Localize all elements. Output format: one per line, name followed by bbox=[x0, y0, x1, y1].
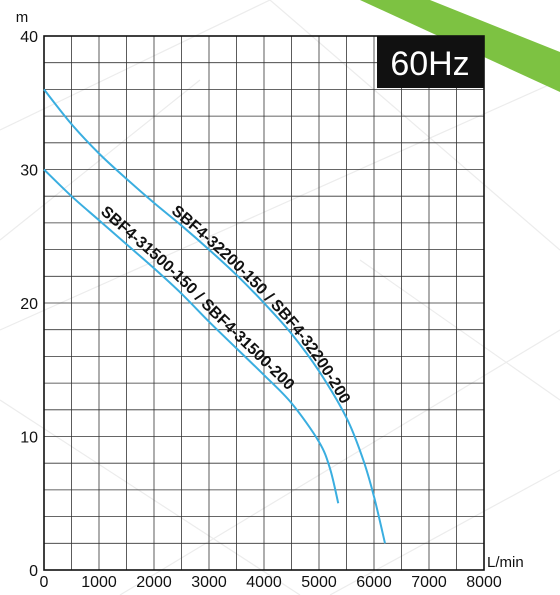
y-tick-label: 30 bbox=[20, 163, 38, 180]
x-tick-labels: 0 1000 2000 3000 4000 5000 6000 7000 8000 bbox=[40, 574, 502, 591]
series-group: SBF4-32200-150 / SBF4-32200-200SBF4-3150… bbox=[43, 88, 386, 544]
frequency-badge-background bbox=[377, 36, 484, 88]
plot-frame bbox=[43, 35, 485, 571]
x-tick-label: 5000 bbox=[301, 574, 337, 591]
watermark-line bbox=[269, 0, 560, 251]
x-tick-label: 8000 bbox=[466, 574, 502, 591]
x-tick-label: 3000 bbox=[191, 574, 227, 591]
y-tick-label: 0 bbox=[29, 563, 38, 580]
frequency-badge-text: 60Hz bbox=[390, 45, 469, 83]
series-line bbox=[43, 88, 386, 544]
watermark-line bbox=[0, 0, 271, 131]
watermark-line bbox=[0, 79, 560, 331]
watermark-line bbox=[329, 469, 560, 595]
y-tick-label: 10 bbox=[20, 430, 38, 447]
watermark-line bbox=[0, 399, 301, 595]
y-tick-label: 40 bbox=[20, 29, 38, 46]
watermark-line bbox=[119, 329, 560, 595]
watermark-line bbox=[0, 79, 201, 241]
y-tick-label: 20 bbox=[20, 296, 38, 313]
y-tick-labels: 0 10 20 30 40 bbox=[20, 29, 38, 580]
frequency-badge: 60Hz bbox=[377, 36, 484, 88]
x-tick-label: 0 bbox=[40, 574, 49, 591]
x-tick-label: 7000 bbox=[411, 574, 447, 591]
series-line bbox=[43, 168, 340, 504]
x-tick-label: 6000 bbox=[356, 574, 392, 591]
x-tick-label: 2000 bbox=[136, 574, 172, 591]
x-tick-label: 4000 bbox=[246, 574, 282, 591]
y-axis-unit: m bbox=[16, 9, 29, 26]
x-axis-unit: L/min bbox=[487, 554, 524, 571]
x-tick-label: 1000 bbox=[81, 574, 117, 591]
